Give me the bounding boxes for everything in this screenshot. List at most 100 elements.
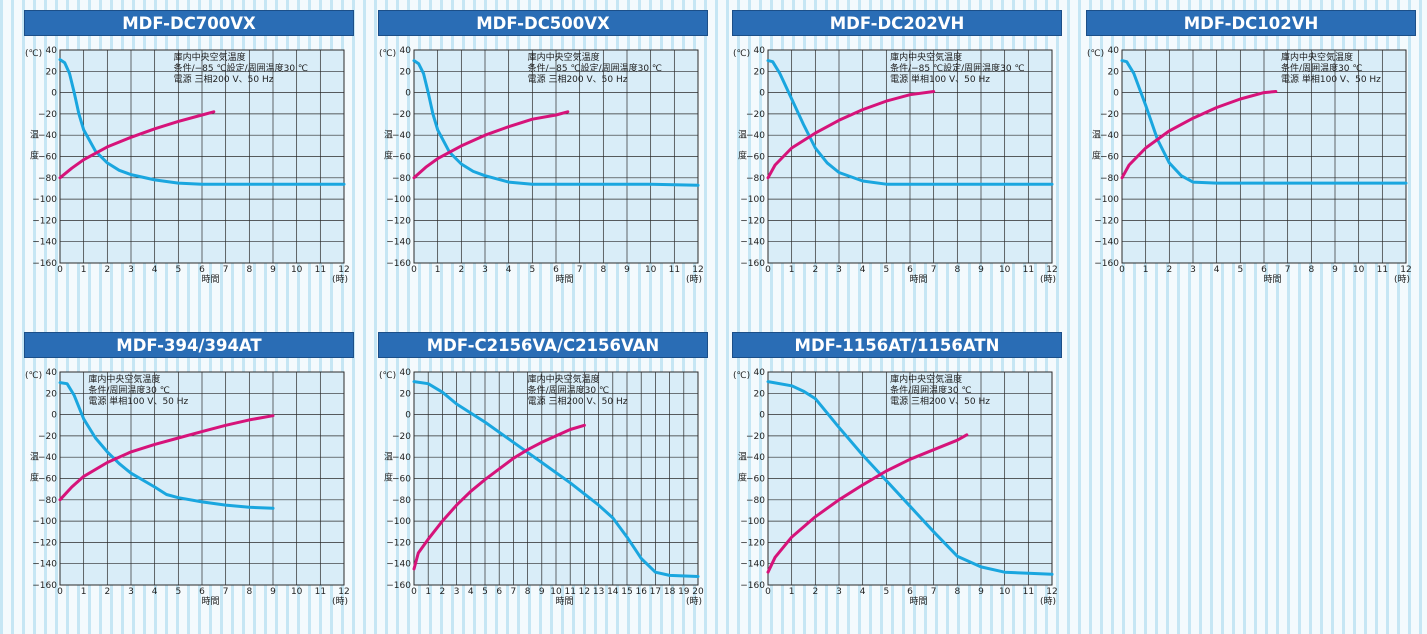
y-tick-label: 20	[400, 389, 412, 399]
y-tick-label: −140	[386, 238, 411, 248]
chart-svg: 0 1 2 3 4 5 6 7 8 9 10 11 12−160−140−120−100−80−60−4…	[1087, 46, 1412, 285]
x-tick-label: 8	[246, 587, 252, 597]
y-tick-label: −20	[1100, 110, 1119, 120]
y-tick-label: −80	[1100, 174, 1119, 184]
y-tick-label: −80	[392, 174, 411, 184]
x-unit-label: (時)	[686, 274, 702, 285]
y-tick-label: −160	[1094, 259, 1119, 269]
condition-note: 条件/周囲温度30 ℃	[890, 384, 971, 396]
y-tick-label: −60	[746, 475, 765, 485]
x-tick-label: 4	[860, 587, 866, 597]
condition-note: 条件/周囲温度30 ℃	[1281, 62, 1362, 74]
x-tick-label: 16	[635, 587, 647, 597]
plot-frame	[59, 371, 345, 586]
x-tick-label: 17	[650, 587, 661, 597]
y-tick-label: 0	[759, 89, 765, 99]
y-axis-label-1: 温	[30, 451, 39, 462]
y-unit-label: (℃)	[25, 49, 42, 59]
x-axis-label: 時間	[202, 596, 220, 607]
x-unit-label: (時)	[1040, 596, 1056, 607]
chart-svg: 0 1 2 3 4 5 6 7 8 9 10 11 12−160−140−120−100−80−60−4…	[25, 46, 350, 285]
y-tick-label: −80	[38, 174, 57, 184]
x-tick-label: 0	[411, 587, 417, 597]
x-axis-label: 時間	[910, 596, 928, 607]
x-unit-label: (時)	[686, 596, 702, 607]
chart-svg: 0 1 2 3 4 5 6 7 8 9 10 11 12−160−140−120−100−80−60−4…	[379, 46, 704, 285]
x-tick-label: 6	[1261, 265, 1267, 275]
y-tick-label: −40	[746, 131, 765, 141]
condition-note: 電源 単相100 V、50 Hz	[88, 395, 188, 407]
x-tick-label: 19	[678, 587, 690, 597]
condition-note: 庫内中央空気温度	[890, 51, 962, 63]
y-tick-label: −80	[38, 496, 57, 506]
y-tick-label: −140	[386, 560, 411, 570]
y-tick-label: −20	[392, 110, 411, 120]
condition-note: 電源 三相200 V、50 Hz	[174, 73, 274, 85]
x-tick-label: 12	[338, 265, 349, 275]
x-tick-label: 6	[496, 587, 502, 597]
x-tick-label: 3	[836, 587, 842, 597]
y-unit-label: (℃)	[379, 371, 396, 381]
y-tick-label: −20	[746, 110, 765, 120]
x-tick-label: 11	[564, 587, 575, 597]
x-tick-label: 0	[765, 265, 771, 275]
chart-svg: 0 1 2 3 4 5 6 7 8 9 10 11 12−160−140−120−100−80−60−4…	[25, 368, 350, 607]
condition-note: 電源 三相200 V、50 Hz	[890, 395, 990, 407]
y-tick-label: −100	[386, 517, 411, 527]
recovery-curve	[412, 423, 586, 571]
x-tick-label: 5	[529, 265, 535, 275]
x-tick-label: 6	[553, 265, 559, 275]
x-tick-label: 4	[506, 265, 512, 275]
plot-frame	[1121, 49, 1407, 264]
y-tick-label: −60	[746, 153, 765, 163]
y-axis-label-2: 度	[30, 472, 39, 484]
x-tick-label: 18	[664, 587, 676, 597]
condition-note: 条件/周囲温度30 ℃	[528, 384, 609, 396]
cooldown-curve	[412, 380, 700, 578]
y-unit-label: (℃)	[733, 49, 750, 59]
y-tick-label: 40	[1108, 46, 1120, 56]
cooldown-curve	[766, 380, 1054, 576]
cooldown-curve	[58, 381, 275, 510]
x-tick-label: 5	[482, 587, 488, 597]
y-tick-label: −140	[1094, 238, 1119, 248]
x-tick-label: 1	[435, 265, 441, 275]
x-tick-label: 12	[1046, 587, 1057, 597]
x-tick-label: 14	[607, 587, 619, 597]
y-tick-label: 0	[1113, 89, 1119, 99]
x-tick-label: 5	[175, 587, 181, 597]
recovery-curve	[58, 414, 275, 502]
plot-frame	[767, 371, 1053, 586]
x-tick-label: 9	[539, 587, 545, 597]
y-axis-label-2: 度	[30, 150, 39, 162]
x-tick-label: 0	[765, 587, 771, 597]
y-tick-label: 20	[754, 67, 766, 77]
y-tick-label: −120	[740, 538, 765, 548]
cooldown-curve	[1120, 59, 1408, 185]
condition-note: 条件/周囲温度30 ℃	[88, 384, 169, 396]
y-tick-label: −160	[740, 259, 765, 269]
chart-title: MDF-DC700VX	[24, 10, 354, 36]
x-tick-label: 10	[550, 587, 562, 597]
plot-frame	[767, 49, 1053, 264]
x-tick-label: 3	[454, 587, 460, 597]
x-tick-label: 9	[270, 587, 276, 597]
y-tick-label: 20	[1108, 67, 1120, 77]
x-tick-label: 9	[624, 265, 630, 275]
condition-note: 庫内中央空気温度	[890, 373, 962, 385]
x-tick-label: 5	[1237, 265, 1243, 275]
condition-note: 庫内中央空気温度	[88, 373, 160, 385]
y-tick-label: −60	[38, 475, 57, 485]
y-tick-label: 40	[754, 368, 766, 378]
y-tick-label: −100	[1094, 195, 1119, 205]
y-tick-label: 20	[46, 67, 58, 77]
x-tick-label: 1	[425, 587, 431, 597]
x-tick-label: 10	[291, 587, 303, 597]
cooldown-curve	[412, 59, 700, 187]
x-tick-label: 11	[1023, 587, 1034, 597]
recovery-curve	[766, 433, 969, 574]
x-tick-label: 8	[954, 587, 960, 597]
y-tick-label: 20	[754, 389, 766, 399]
x-tick-label: 3	[128, 587, 134, 597]
y-tick-label: −120	[1094, 216, 1119, 226]
